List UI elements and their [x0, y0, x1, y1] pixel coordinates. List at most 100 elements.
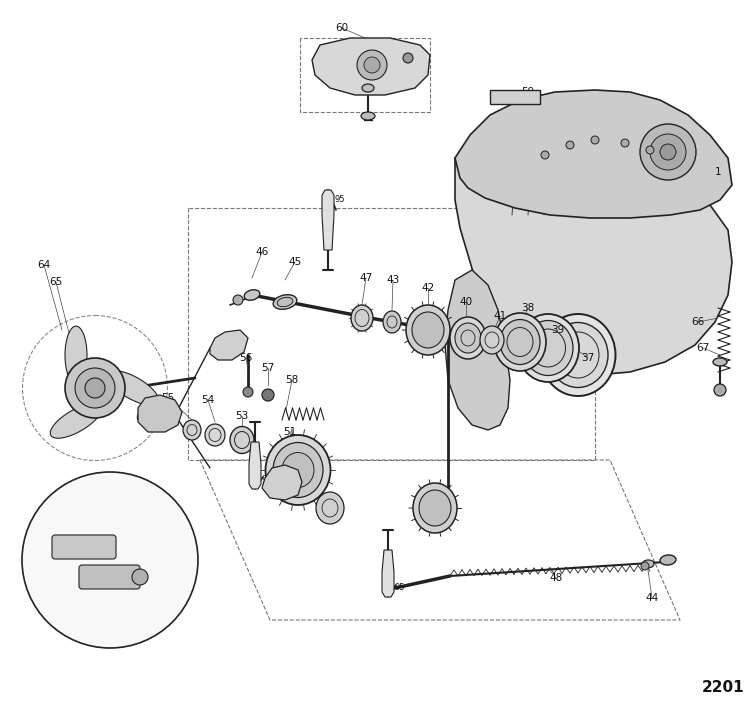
- Ellipse shape: [713, 358, 727, 366]
- Ellipse shape: [244, 290, 260, 300]
- Circle shape: [85, 378, 105, 398]
- Circle shape: [646, 146, 654, 154]
- Ellipse shape: [361, 112, 375, 120]
- Ellipse shape: [107, 371, 159, 405]
- Text: 38: 38: [521, 303, 535, 313]
- Ellipse shape: [413, 483, 457, 533]
- Ellipse shape: [65, 326, 87, 384]
- Circle shape: [660, 144, 676, 160]
- Text: 63: 63: [135, 413, 148, 423]
- FancyBboxPatch shape: [79, 565, 140, 589]
- Ellipse shape: [205, 424, 225, 446]
- Text: 44: 44: [645, 593, 658, 603]
- Ellipse shape: [282, 453, 314, 487]
- Text: 65: 65: [50, 277, 62, 287]
- Circle shape: [403, 53, 413, 63]
- Circle shape: [22, 472, 198, 648]
- Ellipse shape: [419, 490, 451, 526]
- Text: 43: 43: [386, 275, 400, 285]
- Polygon shape: [312, 38, 430, 95]
- Circle shape: [357, 50, 387, 80]
- Text: 64: 64: [38, 260, 51, 270]
- Ellipse shape: [273, 443, 323, 498]
- Text: 45: 45: [288, 257, 302, 267]
- Circle shape: [591, 136, 599, 144]
- Text: 42: 42: [422, 283, 435, 293]
- Polygon shape: [262, 465, 302, 500]
- Ellipse shape: [494, 313, 546, 371]
- Circle shape: [364, 57, 380, 73]
- Text: 7: 7: [225, 337, 231, 347]
- Circle shape: [132, 569, 148, 585]
- Ellipse shape: [183, 420, 201, 440]
- Polygon shape: [249, 442, 261, 489]
- Text: 95: 95: [334, 195, 345, 204]
- Text: 95: 95: [262, 475, 272, 484]
- Text: 50: 50: [323, 507, 337, 517]
- Polygon shape: [455, 90, 732, 218]
- Polygon shape: [382, 550, 394, 597]
- Circle shape: [243, 387, 253, 397]
- Ellipse shape: [548, 322, 608, 388]
- Polygon shape: [455, 142, 732, 375]
- Circle shape: [233, 295, 243, 305]
- Text: 41: 41: [494, 311, 507, 321]
- Text: 40: 40: [460, 297, 472, 307]
- Ellipse shape: [50, 403, 102, 439]
- Ellipse shape: [230, 427, 254, 453]
- Text: 59: 59: [521, 87, 535, 97]
- Ellipse shape: [412, 312, 444, 348]
- Text: 55: 55: [161, 393, 175, 403]
- Ellipse shape: [316, 492, 344, 524]
- Polygon shape: [210, 330, 248, 360]
- Ellipse shape: [266, 435, 331, 505]
- Text: 57: 57: [261, 363, 274, 373]
- Ellipse shape: [383, 311, 401, 333]
- Text: 56: 56: [239, 353, 253, 363]
- Ellipse shape: [541, 314, 616, 396]
- Ellipse shape: [455, 323, 481, 353]
- Ellipse shape: [642, 560, 654, 568]
- Text: 61: 61: [345, 85, 358, 95]
- Ellipse shape: [523, 321, 573, 376]
- Ellipse shape: [450, 317, 486, 359]
- Circle shape: [262, 389, 274, 401]
- Text: 52: 52: [308, 477, 322, 487]
- FancyBboxPatch shape: [490, 90, 540, 104]
- Text: 53: 53: [236, 411, 248, 421]
- FancyBboxPatch shape: [52, 535, 116, 559]
- Text: 1: 1: [715, 167, 722, 177]
- Text: 58: 58: [285, 375, 298, 385]
- Ellipse shape: [660, 555, 676, 565]
- Circle shape: [641, 562, 649, 570]
- Polygon shape: [138, 395, 182, 432]
- Polygon shape: [445, 270, 510, 430]
- Circle shape: [65, 358, 125, 418]
- Ellipse shape: [277, 298, 293, 307]
- Text: 48: 48: [549, 573, 562, 583]
- Text: 49: 49: [441, 505, 454, 515]
- Text: 37: 37: [581, 353, 595, 363]
- Polygon shape: [322, 190, 334, 250]
- Text: 66: 66: [692, 317, 705, 327]
- Circle shape: [650, 134, 686, 170]
- Circle shape: [621, 139, 629, 147]
- Text: 60: 60: [335, 23, 349, 33]
- Ellipse shape: [273, 295, 297, 309]
- Ellipse shape: [517, 314, 579, 382]
- Ellipse shape: [500, 319, 540, 364]
- Ellipse shape: [351, 305, 373, 331]
- Circle shape: [541, 151, 549, 159]
- Circle shape: [640, 124, 696, 180]
- Circle shape: [75, 368, 115, 408]
- Text: 51: 51: [284, 427, 296, 437]
- Ellipse shape: [406, 305, 450, 355]
- Circle shape: [714, 384, 726, 396]
- Ellipse shape: [480, 326, 504, 354]
- Text: 2201: 2201: [702, 680, 744, 696]
- Text: 46: 46: [255, 247, 268, 257]
- Text: 95: 95: [394, 584, 405, 592]
- Circle shape: [566, 141, 574, 149]
- Text: 62: 62: [344, 67, 357, 77]
- Text: 39: 39: [551, 325, 565, 335]
